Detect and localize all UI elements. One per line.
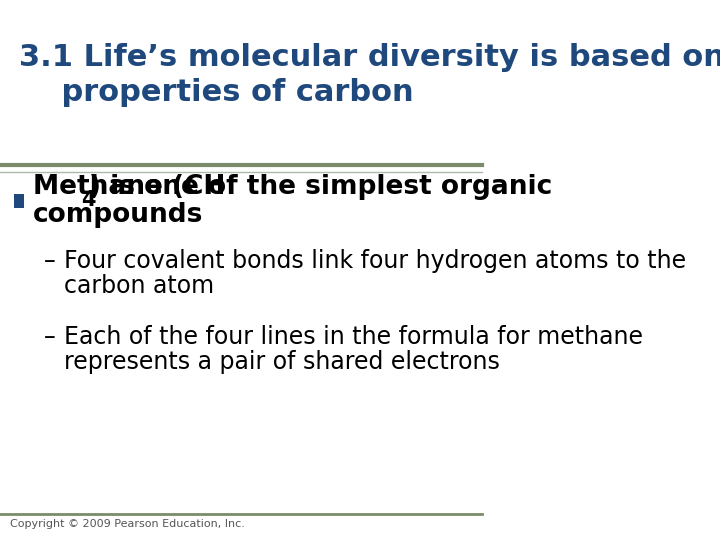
Text: Copyright © 2009 Pearson Education, Inc.: Copyright © 2009 Pearson Education, Inc. [9, 519, 245, 530]
Text: carbon atom: carbon atom [63, 274, 214, 298]
Text: 3.1 Life’s molecular diversity is based on the
    properties of carbon: 3.1 Life’s molecular diversity is based … [19, 43, 720, 107]
Text: –: – [43, 325, 55, 349]
Text: Methane (CH: Methane (CH [33, 174, 225, 200]
Text: compounds: compounds [33, 202, 203, 228]
Bar [14, 194, 24, 208]
Text: Four covalent bonds link four hydrogen atoms to the: Four covalent bonds link four hydrogen a… [63, 249, 685, 273]
Text: ) is one of the simplest organic: ) is one of the simplest organic [89, 174, 552, 200]
Text: Each of the four lines in the formula for methane: Each of the four lines in the formula fo… [63, 325, 643, 349]
Text: represents a pair of shared electrons: represents a pair of shared electrons [63, 350, 500, 374]
Text: 4: 4 [81, 190, 96, 210]
Text: –: – [43, 249, 55, 273]
